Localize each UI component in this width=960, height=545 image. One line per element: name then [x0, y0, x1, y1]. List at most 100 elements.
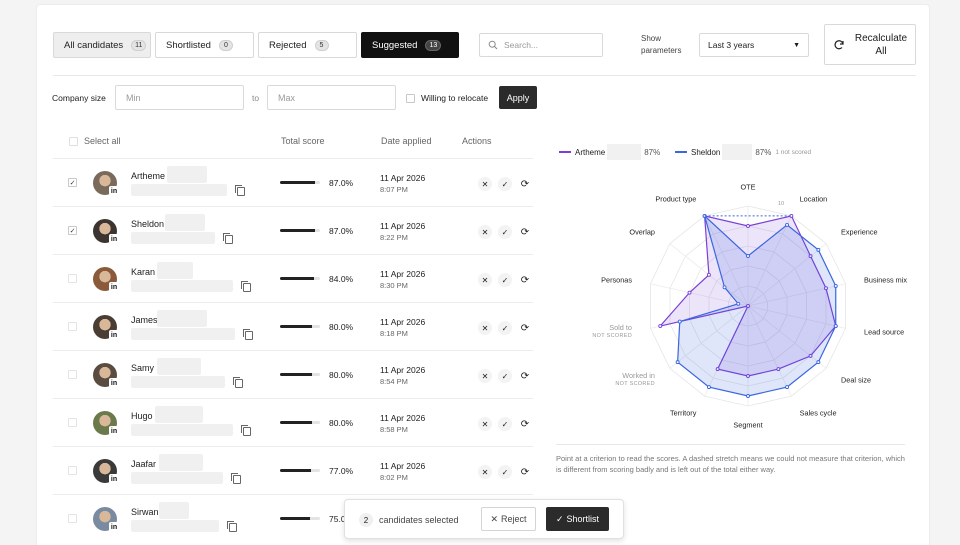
linkedin-icon[interactable]: in: [109, 474, 119, 484]
row-checkbox[interactable]: [68, 322, 77, 331]
search-input[interactable]: Search...: [479, 33, 603, 57]
candidate-name[interactable]: Sheldon: [131, 219, 165, 229]
linkedin-icon[interactable]: in: [109, 282, 119, 292]
column-header-score[interactable]: Total score: [281, 136, 325, 146]
radar-axis-label[interactable]: Business mix: [864, 275, 907, 284]
radar-axis-label[interactable]: Location: [800, 194, 828, 203]
linkedin-icon[interactable]: in: [109, 378, 119, 388]
recalculate-action-button[interactable]: ⟳: [518, 369, 532, 383]
radar-axis-label[interactable]: OTE: [741, 183, 756, 192]
shortlist-action-button[interactable]: ✓: [498, 417, 512, 431]
redacted-name: [607, 144, 642, 160]
row-checkbox[interactable]: [68, 370, 77, 379]
reject-action-button[interactable]: ✕: [478, 225, 492, 239]
copy-icon[interactable]: [241, 281, 251, 292]
reject-action-button[interactable]: ✕: [478, 369, 492, 383]
linkedin-icon[interactable]: in: [109, 186, 119, 196]
score-bar: [280, 229, 320, 232]
relocate-checkbox-box[interactable]: [406, 93, 415, 103]
candidate-name[interactable]: Artheme: [131, 171, 166, 181]
candidate-name[interactable]: Hugo: [131, 411, 153, 421]
reject-action-button[interactable]: ✕: [478, 417, 492, 431]
copy-icon[interactable]: [241, 425, 251, 436]
reject-button[interactable]: ✕ Reject: [481, 507, 536, 531]
radar-axis-label[interactable]: Sold to NOT SCORED: [592, 323, 632, 341]
recalculate-action-button[interactable]: ⟳: [518, 273, 532, 287]
copy-icon[interactable]: [243, 329, 253, 340]
radar-axis-label[interactable]: Sales cycle: [800, 409, 837, 418]
candidate-row[interactable]: in Jaafar 77.0% 11 Apr 2026 8:02 PM ✕ ✓ …: [53, 446, 533, 494]
candidate-row[interactable]: in Hugo 80.0% 11 Apr 2026 8:58 PM ✕ ✓ ⟳: [53, 398, 533, 446]
linkedin-icon[interactable]: in: [109, 522, 119, 532]
candidate-name[interactable]: James: [131, 315, 158, 325]
legend-artheme[interactable]: Artheme 87%: [559, 144, 660, 160]
row-checkbox[interactable]: ✓: [68, 226, 77, 235]
row-checkbox[interactable]: [68, 466, 77, 475]
candidate-name[interactable]: Jaafar: [131, 459, 157, 469]
tab-rejected[interactable]: Rejected 5: [258, 32, 357, 58]
legend-sheldon[interactable]: Sheldon 87% 1 not scored: [675, 144, 811, 160]
shortlist-action-button[interactable]: ✓: [498, 369, 512, 383]
radar-axis-label[interactable]: Product type: [655, 194, 696, 203]
candidate-row[interactable]: ✓ in Sheldon 87.0% 11 Apr 2026 8:22 PM ✕…: [53, 206, 533, 254]
select-all[interactable]: Select all: [69, 136, 121, 146]
redacted-name: [167, 166, 207, 183]
radar-axis-label[interactable]: Overlap: [629, 227, 655, 236]
recalculate-action-button[interactable]: ⟳: [518, 177, 532, 191]
reject-action-button[interactable]: ✕: [478, 273, 492, 287]
candidate-row[interactable]: ✓ in Artheme 87.0% 11 Apr 2026 8:07 PM ✕…: [53, 158, 533, 206]
radar-axis-label[interactable]: Personas: [601, 275, 632, 284]
radar-axis-label[interactable]: Deal size: [841, 376, 871, 385]
copy-icon[interactable]: [235, 185, 245, 196]
candidate-name[interactable]: Samy: [131, 363, 155, 373]
tab-all-candidates[interactable]: All candidates 11: [53, 32, 151, 58]
candidate-name[interactable]: Karan: [131, 267, 156, 277]
radar-chart[interactable]: 10: [556, 170, 908, 445]
copy-icon[interactable]: [233, 377, 243, 388]
recalculate-action-button[interactable]: ⟳: [518, 465, 532, 479]
shortlist-action-button[interactable]: ✓: [498, 225, 512, 239]
company-size-min-input[interactable]: Min: [115, 85, 244, 110]
radar-axis-label[interactable]: Segment: [733, 421, 762, 430]
select-all-checkbox[interactable]: [69, 136, 78, 146]
column-header-date[interactable]: Date applied: [381, 136, 432, 146]
linkedin-icon[interactable]: in: [109, 330, 119, 340]
candidate-name[interactable]: Sirwan: [131, 507, 159, 517]
shortlist-action-button[interactable]: ✓: [498, 177, 512, 191]
apply-button[interactable]: Apply: [499, 86, 537, 109]
row-checkbox[interactable]: [68, 418, 77, 427]
radar-axis-label[interactable]: Lead source: [864, 328, 904, 337]
shortlist-action-button[interactable]: ✓: [498, 465, 512, 479]
radar-axis-label[interactable]: Experience: [841, 227, 878, 236]
radar-axis-label[interactable]: Worked in NOT SCORED: [615, 371, 655, 389]
candidate-row[interactable]: in Karan 84.0% 11 Apr 2026 8:30 PM ✕ ✓ ⟳: [53, 254, 533, 302]
row-checkbox[interactable]: [68, 514, 77, 523]
copy-icon[interactable]: [223, 233, 233, 244]
close-icon: ✕: [481, 371, 489, 381]
radar-axis-label[interactable]: Territory: [670, 409, 696, 418]
copy-icon[interactable]: [227, 521, 237, 532]
recalculate-all-button[interactable]: Recalculate All: [824, 24, 916, 65]
recalculate-action-button[interactable]: ⟳: [518, 225, 532, 239]
candidate-row[interactable]: in Samy 80.0% 11 Apr 2026 8:54 PM ✕ ✓ ⟳: [53, 350, 533, 398]
relocate-checkbox[interactable]: Willing to relocate: [406, 93, 488, 103]
recalculate-action-button[interactable]: ⟳: [518, 321, 532, 335]
tab-shortlisted[interactable]: Shortlisted 0: [155, 32, 254, 58]
shortlist-button[interactable]: ✓ Shortlist: [546, 507, 609, 531]
linkedin-icon[interactable]: in: [109, 426, 119, 436]
linkedin-icon[interactable]: in: [109, 234, 119, 244]
shortlist-action-button[interactable]: ✓: [498, 321, 512, 335]
company-size-max-input[interactable]: Max: [267, 85, 396, 110]
candidate-row[interactable]: in James 80.0% 11 Apr 2026 8:18 PM ✕ ✓ ⟳: [53, 302, 533, 350]
reject-action-button[interactable]: ✕: [478, 321, 492, 335]
reject-action-button[interactable]: ✕: [478, 177, 492, 191]
period-select[interactable]: Last 3 years ▼: [699, 33, 809, 57]
reject-action-button[interactable]: ✕: [478, 465, 492, 479]
copy-icon[interactable]: [231, 473, 241, 484]
recalculate-action-button[interactable]: ⟳: [518, 417, 532, 431]
date-applied-time: 8:18 PM: [380, 329, 408, 338]
row-checkbox[interactable]: ✓: [68, 178, 77, 187]
shortlist-action-button[interactable]: ✓: [498, 273, 512, 287]
tab-suggested[interactable]: Suggested 13: [361, 32, 459, 58]
row-checkbox[interactable]: [68, 274, 77, 283]
